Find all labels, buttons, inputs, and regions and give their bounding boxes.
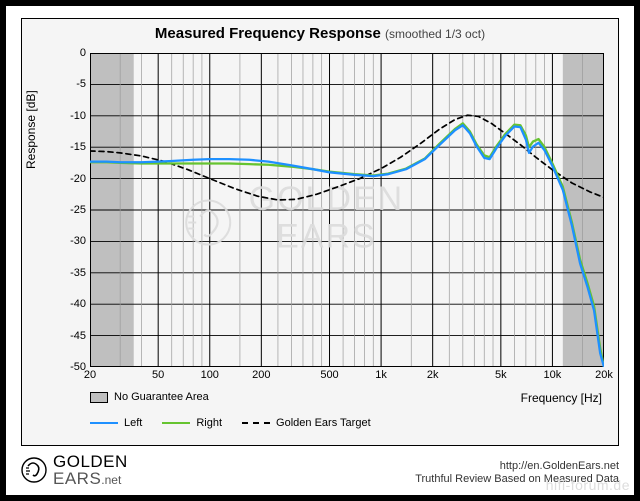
outer-frame: Measured Frequency Response (smoothed 1/… xyxy=(0,0,640,501)
y-axis-ticks: 0-5-10-15-20-25-30-35-40-45-50 xyxy=(62,53,88,367)
no-guarantee-swatch xyxy=(90,392,108,403)
footer-tagline: Truthful Review Based on Measured Data xyxy=(415,473,619,487)
brand-suffix: .net xyxy=(101,473,121,487)
chart-title: Measured Frequency Response (smoothed 1/… xyxy=(22,25,618,42)
title-main: Measured Frequency Response xyxy=(155,25,381,42)
legend-item-target: Golden Ears Target xyxy=(242,417,371,429)
x-tick-label: 10k xyxy=(544,369,562,381)
footer-left: GOLDEN EARS.net xyxy=(21,453,128,487)
x-tick-label: 20k xyxy=(595,369,613,381)
x-tick-label: 200 xyxy=(252,369,270,381)
y-tick-label: -25 xyxy=(70,204,86,216)
y-tick-label: -30 xyxy=(70,235,86,247)
chart-box: Measured Frequency Response (smoothed 1/… xyxy=(21,18,619,446)
footer-right: http://en.GoldenEars.net Truthful Review… xyxy=(415,460,619,488)
y-tick-label: -10 xyxy=(70,110,86,122)
footer: GOLDEN EARS.net http://en.GoldenEars.net… xyxy=(21,451,619,487)
right-swatch xyxy=(162,422,190,424)
x-tick-label: 5k xyxy=(495,369,507,381)
x-tick-label: 100 xyxy=(201,369,219,381)
legend-series: Left Right Golden Ears Target xyxy=(90,417,604,429)
plate: Measured Frequency Response (smoothed 1/… xyxy=(6,6,634,495)
x-tick-label: 1k xyxy=(375,369,387,381)
left-label: Left xyxy=(124,417,142,429)
no-guarantee-label: No Guarantee Area xyxy=(114,391,209,403)
y-tick-label: -40 xyxy=(70,298,86,310)
x-axis-ticks: 20501002005001k2k5k10k20k xyxy=(90,369,604,385)
left-swatch xyxy=(90,422,118,424)
y-tick-label: -35 xyxy=(70,267,86,279)
y-axis-label: Response [dB] xyxy=(24,90,38,169)
brand-text: GOLDEN EARS.net xyxy=(53,453,128,487)
target-swatch xyxy=(242,422,270,424)
plot-svg: GOLDENEARS xyxy=(90,53,604,367)
legend-item-left: Left xyxy=(90,417,142,429)
svg-text:EARS: EARS xyxy=(276,218,377,256)
x-tick-label: 500 xyxy=(320,369,338,381)
y-tick-label: -20 xyxy=(70,173,86,185)
x-axis-label: Frequency [Hz] xyxy=(521,391,602,405)
y-tick-label: 0 xyxy=(80,47,86,59)
right-label: Right xyxy=(196,417,222,429)
footer-url: http://en.GoldenEars.net xyxy=(415,460,619,474)
legend-item-right: Right xyxy=(162,417,222,429)
brand-bottom: EARS xyxy=(53,469,101,488)
plot-area: GOLDENEARS xyxy=(90,53,604,367)
legend-no-guarantee: No Guarantee Area xyxy=(90,391,209,403)
x-tick-label: 50 xyxy=(152,369,164,381)
x-tick-label: 2k xyxy=(427,369,439,381)
x-tick-label: 20 xyxy=(84,369,96,381)
title-sub: (smoothed 1/3 oct) xyxy=(385,27,485,41)
target-label: Golden Ears Target xyxy=(276,417,371,429)
golden-ears-logo-icon xyxy=(21,457,47,483)
y-tick-label: -5 xyxy=(76,78,86,90)
y-tick-label: -45 xyxy=(70,330,86,342)
y-tick-label: -15 xyxy=(70,141,86,153)
